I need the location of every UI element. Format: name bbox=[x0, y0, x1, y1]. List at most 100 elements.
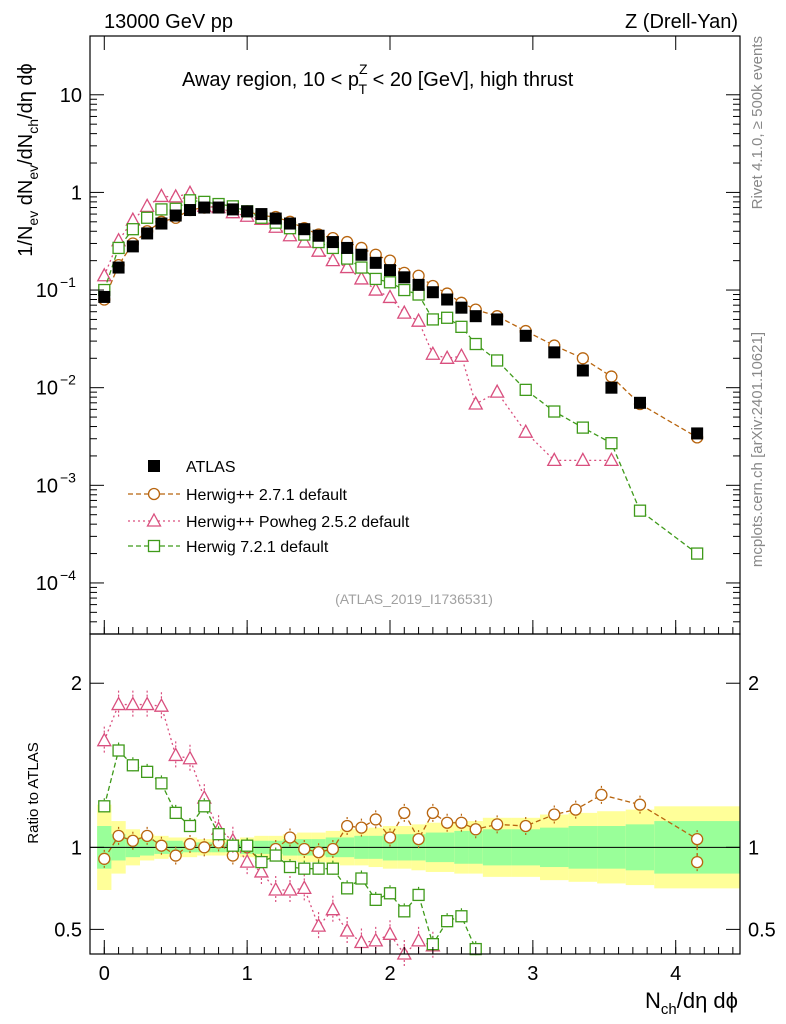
ratio-powheg-point bbox=[268, 881, 284, 896]
ratio-herwigpp-point bbox=[383, 831, 397, 844]
ratio-herwigpp-point bbox=[469, 823, 482, 836]
ratio-herwig7-point bbox=[198, 800, 211, 813]
herwig7-point bbox=[548, 405, 561, 418]
atlas-point bbox=[441, 293, 454, 306]
atlas-point bbox=[634, 396, 646, 409]
ratio-powheg-point bbox=[168, 747, 184, 762]
herwig7-point bbox=[340, 252, 354, 265]
herwig7-point bbox=[155, 203, 168, 216]
ratio-herwigpp-point bbox=[595, 788, 608, 801]
atlas-point bbox=[369, 256, 382, 269]
atlas-point bbox=[155, 217, 168, 230]
ratio-herwigpp-point bbox=[369, 813, 382, 826]
ratio-herwig7-point bbox=[155, 777, 168, 790]
ratio-herwigpp-point bbox=[183, 837, 197, 851]
herwig7-point bbox=[369, 272, 382, 286]
ratio-herwig7-point bbox=[383, 887, 397, 900]
atlas-point bbox=[384, 264, 396, 277]
ratio-y-tick-label: 0.5 bbox=[54, 919, 82, 941]
atlas-point bbox=[519, 329, 532, 342]
ratio-herwigpp-point bbox=[440, 816, 454, 829]
herwig7-point bbox=[112, 241, 125, 255]
ratio-powheg-point bbox=[96, 732, 112, 747]
legend-label-powheg: Herwig++ Powheg 2.5.2 default bbox=[186, 514, 410, 531]
atlas-point bbox=[355, 248, 368, 261]
ratio-herwig7-point bbox=[226, 839, 240, 852]
atlas-point bbox=[576, 364, 589, 377]
x-tick-label: 3 bbox=[527, 963, 538, 985]
atlas-point bbox=[212, 201, 225, 214]
herwig7-point bbox=[398, 283, 411, 297]
ratio-herwigpp-point bbox=[569, 803, 582, 816]
ratio-herwig7-point bbox=[369, 893, 382, 906]
ratio-powheg-point bbox=[282, 881, 298, 896]
ratio-y-tick-label-right: 2 bbox=[748, 673, 759, 695]
ratio-herwig7-point bbox=[283, 860, 297, 874]
atlas-point bbox=[241, 205, 254, 218]
ratio-herwigpp-point bbox=[690, 855, 704, 869]
powheg-point bbox=[425, 345, 441, 360]
herwig7-line bbox=[103, 199, 698, 555]
x-tick-label: 4 bbox=[670, 963, 681, 985]
analysis-id: (ATLAS_2019_I1736531) bbox=[335, 591, 493, 607]
herwigpp-point bbox=[576, 352, 590, 365]
powheg-point bbox=[139, 197, 155, 212]
ratio-herwig7-point bbox=[312, 862, 325, 875]
y-tick-exponent: −4 bbox=[60, 567, 76, 583]
atlas-point bbox=[548, 346, 561, 359]
ratio-herwig7-point bbox=[298, 862, 311, 875]
ratio-herwig7-point bbox=[169, 806, 182, 820]
atlas-point bbox=[112, 261, 125, 274]
y-tick-label: 10 bbox=[36, 573, 58, 595]
powheg-point bbox=[353, 270, 370, 285]
ratio-herwigpp-point bbox=[169, 849, 182, 862]
y-tick-label: 10 bbox=[36, 280, 58, 302]
atlas-point bbox=[491, 313, 504, 326]
ratio-herwigpp-point bbox=[140, 829, 154, 842]
atlas-point bbox=[312, 229, 325, 242]
ratio-herwigpp-point bbox=[355, 821, 368, 834]
ratio-powheg-point bbox=[125, 696, 141, 711]
ratio-herwigpp-point bbox=[198, 841, 211, 854]
ratio-herwigpp-point bbox=[519, 819, 532, 833]
powheg-point bbox=[468, 395, 484, 410]
ratio-herwigpp-point bbox=[398, 806, 411, 820]
atlas-point bbox=[691, 427, 704, 440]
y-tick-label: 10 bbox=[60, 85, 82, 107]
plot-title: Away region, 10 < pZ T < 20 [GeV], high t… bbox=[182, 61, 574, 97]
powheg-point bbox=[168, 188, 184, 203]
ratio-powheg-point bbox=[253, 863, 270, 878]
atlas-point bbox=[469, 310, 482, 323]
atlas-point bbox=[226, 203, 239, 216]
ratio-herwigpp-point bbox=[412, 832, 425, 846]
ratio-herwig7-point bbox=[240, 839, 254, 852]
herwig7-point bbox=[140, 211, 154, 224]
legend: ATLAS Herwig++ 2.7.1 default Herwig++ Po… bbox=[128, 459, 410, 556]
ratio-powheg-point bbox=[339, 922, 355, 937]
ratio-herwigpp-point bbox=[490, 818, 504, 831]
ratio-herwig7-point bbox=[326, 862, 340, 875]
legend-label-herwigpp: Herwig++ 2.7.1 default bbox=[186, 487, 348, 504]
ratio-powheg-point bbox=[325, 901, 341, 916]
ratio-herwigpp-point bbox=[312, 846, 325, 859]
atlas-point bbox=[298, 223, 311, 236]
ratio-herwig7-point bbox=[269, 849, 282, 862]
ratio-herwig7-point bbox=[112, 744, 125, 757]
ratio-y-tick-label-right: 1 bbox=[748, 837, 759, 859]
y-tick-exponent: −1 bbox=[60, 274, 76, 290]
ratio-herwigpp-point bbox=[426, 806, 440, 820]
legend-marker-herwigpp bbox=[147, 487, 161, 501]
powheg-point bbox=[518, 423, 534, 438]
header-left: 13000 GeV pp bbox=[104, 11, 233, 33]
ratio-y-tick-label-right: 0.5 bbox=[748, 919, 776, 941]
atlas-point bbox=[412, 278, 425, 291]
y-tick-exponent: −2 bbox=[60, 372, 76, 388]
atlas-point bbox=[426, 286, 439, 299]
ratio-powheg-point bbox=[310, 917, 327, 932]
atlas-point bbox=[605, 381, 618, 394]
ratio-herwig7-point bbox=[355, 872, 368, 885]
herwig7-point bbox=[490, 354, 504, 367]
atlas-point bbox=[184, 204, 196, 217]
atlas-point bbox=[98, 290, 111, 303]
